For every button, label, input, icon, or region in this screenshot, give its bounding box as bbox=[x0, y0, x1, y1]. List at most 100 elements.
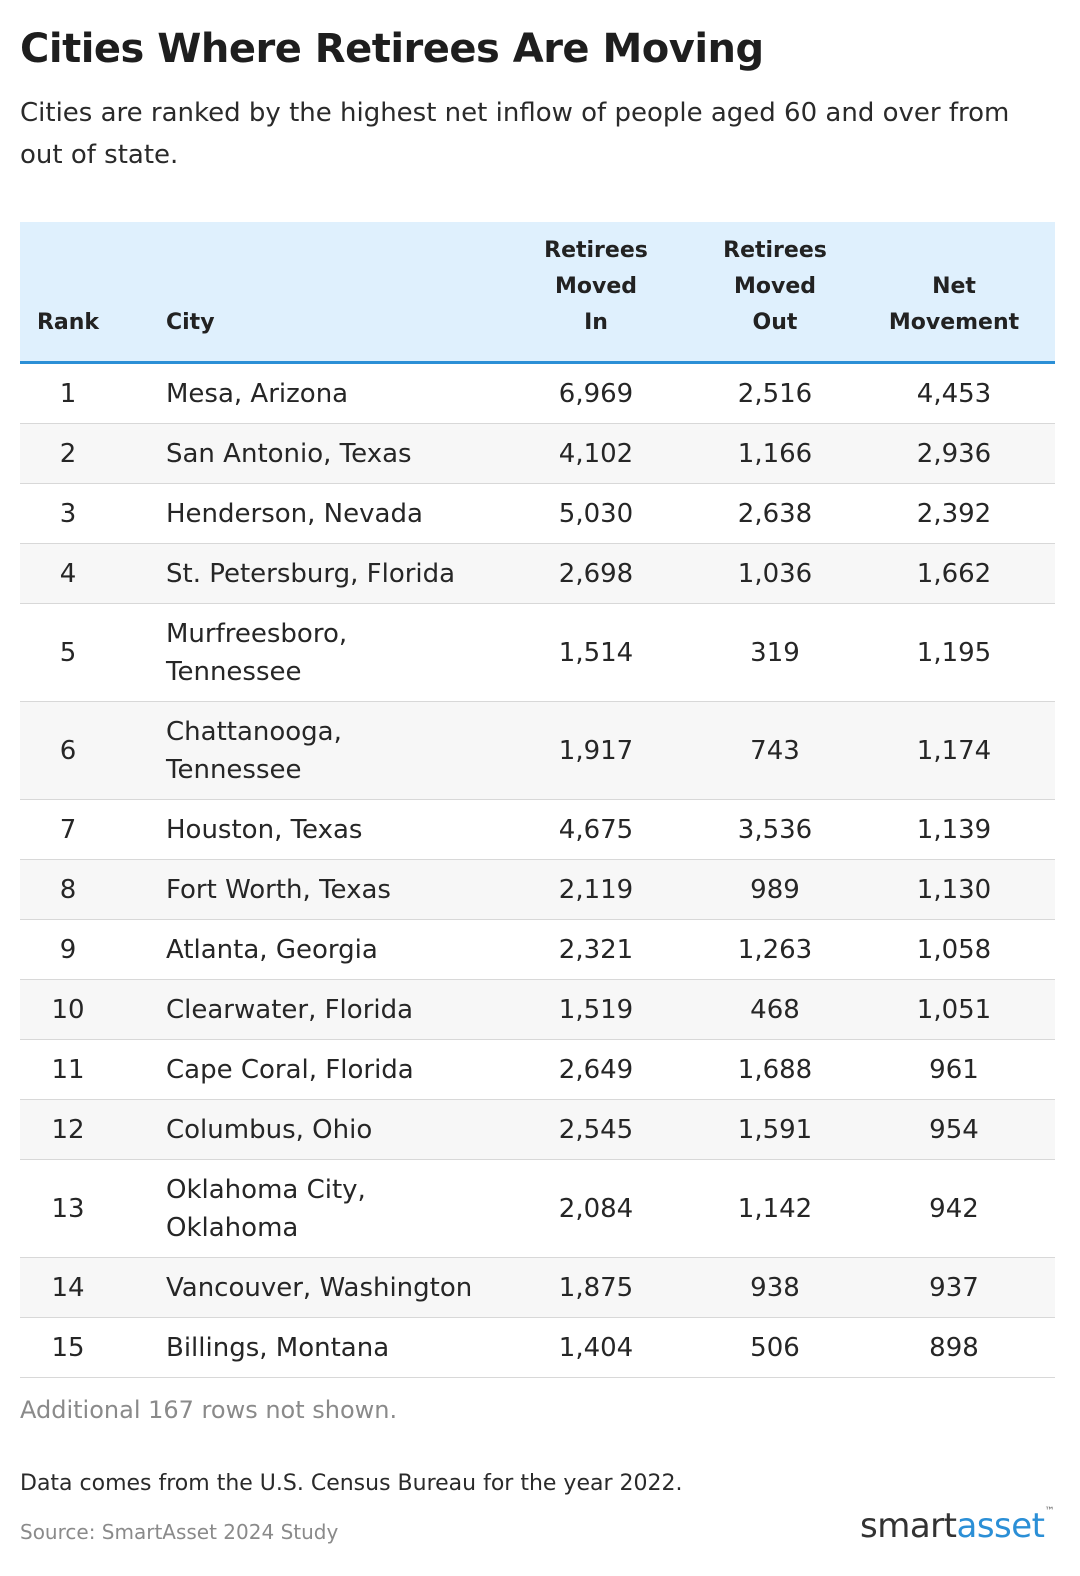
column-header-line: Retirees bbox=[544, 238, 648, 263]
cell-moved-out: 743 bbox=[750, 735, 800, 766]
cell-city: Chattanooga, Tennessee bbox=[116, 713, 536, 789]
cell-net: 1,195 bbox=[916, 637, 992, 668]
city-line: Clearwater, Florida bbox=[166, 994, 414, 1025]
city-line: St. Petersburg, Florida bbox=[166, 558, 456, 589]
cell-rank: 1 bbox=[59, 378, 77, 409]
cell-net: 2,392 bbox=[916, 498, 992, 529]
cell-rank: 2 bbox=[59, 438, 77, 469]
column-header-line: In bbox=[584, 310, 608, 335]
city-line: Cape Coral, Florida bbox=[166, 1054, 414, 1085]
logo-trademark: ™ bbox=[1044, 1506, 1055, 1517]
cell-moved-out: 2,638 bbox=[737, 498, 813, 529]
cell-city: Mesa, Arizona bbox=[116, 375, 536, 413]
cell-rank: 7 bbox=[59, 814, 77, 845]
cell-moved-out: 1,036 bbox=[737, 558, 813, 589]
city-line: Tennessee bbox=[166, 754, 302, 785]
cell-moved-in: 2,119 bbox=[558, 874, 634, 905]
cell-net: 1,139 bbox=[916, 814, 992, 845]
column-header-rank: Rank bbox=[20, 305, 116, 341]
table-row: 8 Fort Worth, Texas 2,119 989 1,130 bbox=[20, 860, 1055, 920]
table-row: 6 Chattanooga, Tennessee 1,917 743 1,174 bbox=[20, 702, 1055, 800]
cell-net: 4,453 bbox=[916, 378, 992, 409]
city-line: Henderson, Nevada bbox=[166, 498, 423, 529]
cell-net: 1,662 bbox=[916, 558, 992, 589]
cell-city: San Antonio, Texas bbox=[116, 435, 536, 473]
cell-city: Vancouver, Washington bbox=[116, 1269, 536, 1307]
city-line: Columbus, Ohio bbox=[166, 1114, 373, 1145]
cell-moved-in: 4,675 bbox=[558, 814, 634, 845]
cell-net: 942 bbox=[929, 1193, 979, 1224]
cell-moved-in: 1,917 bbox=[558, 735, 634, 766]
cell-rank: 6 bbox=[59, 735, 77, 766]
cell-rank: 9 bbox=[59, 934, 77, 965]
table-row: 3 Henderson, Nevada 5,030 2,638 2,392 bbox=[20, 484, 1055, 544]
chart-subtitle: Cities are ranked by the highest net inf… bbox=[20, 98, 1010, 170]
cell-city: Henderson, Nevada bbox=[116, 495, 536, 533]
city-line: Houston, Texas bbox=[166, 814, 363, 845]
cell-city: St. Petersburg, Florida bbox=[116, 555, 536, 593]
cell-rank: 3 bbox=[59, 498, 77, 529]
column-header-line: City bbox=[166, 310, 215, 335]
city-line: Fort Worth, Texas bbox=[166, 874, 391, 905]
table-row: 5 Murfreesboro, Tennessee 1,514 319 1,195 bbox=[20, 604, 1055, 702]
city-line: San Antonio, Texas bbox=[166, 438, 412, 469]
table-body: 1 Mesa, Arizona 6,969 2,516 4,453 2 San Antoni… bbox=[20, 364, 1055, 1378]
cell-moved-in: 6,969 bbox=[558, 378, 634, 409]
cell-moved-out: 1,591 bbox=[737, 1114, 813, 1145]
table-row: 15 Billings, Montana 1,404 506 898 bbox=[20, 1318, 1055, 1378]
cell-city: Cape Coral, Florida bbox=[116, 1051, 536, 1089]
city-line: Billings, Montana bbox=[166, 1332, 390, 1363]
cell-net: 937 bbox=[929, 1272, 979, 1303]
cell-city: Fort Worth, Texas bbox=[116, 871, 536, 909]
cell-moved-out: 3,536 bbox=[737, 814, 813, 845]
column-header-line: Net bbox=[932, 274, 976, 299]
column-header-moved-in: Retirees Moved In bbox=[536, 233, 656, 341]
cell-moved-in: 2,649 bbox=[558, 1054, 634, 1085]
table-row: 10 Clearwater, Florida 1,519 468 1,051 bbox=[20, 980, 1055, 1040]
city-line: Vancouver, Washington bbox=[166, 1272, 473, 1303]
cell-rank: 14 bbox=[51, 1272, 85, 1303]
cell-city: Atlanta, Georgia bbox=[116, 931, 536, 969]
cell-net: 1,051 bbox=[916, 994, 992, 1025]
cell-moved-out: 2,516 bbox=[737, 378, 813, 409]
smartasset-logo: smartasset™ bbox=[860, 1506, 1054, 1546]
cell-moved-in: 1,514 bbox=[558, 637, 634, 668]
cell-moved-in: 4,102 bbox=[558, 438, 634, 469]
cell-moved-out: 506 bbox=[750, 1332, 800, 1363]
cell-moved-in: 1,519 bbox=[558, 994, 634, 1025]
cell-moved-out: 468 bbox=[750, 994, 800, 1025]
table-row: 7 Houston, Texas 4,675 3,536 1,139 bbox=[20, 800, 1055, 860]
table-row: 4 St. Petersburg, Florida 2,698 1,036 1,662 bbox=[20, 544, 1055, 604]
table-row: 11 Cape Coral, Florida 2,649 1,688 961 bbox=[20, 1040, 1055, 1100]
city-line: Oklahoma City, bbox=[166, 1174, 366, 1205]
cell-net: 1,058 bbox=[916, 934, 992, 965]
cell-moved-out: 319 bbox=[750, 637, 800, 668]
table-row: 1 Mesa, Arizona 6,969 2,516 4,453 bbox=[20, 364, 1055, 424]
cell-moved-in: 2,698 bbox=[558, 558, 634, 589]
chart-title: Cities Where Retirees Are Moving bbox=[20, 26, 764, 72]
column-header-city: City bbox=[116, 305, 536, 341]
city-line: Mesa, Arizona bbox=[166, 378, 349, 409]
cell-rank: 15 bbox=[51, 1332, 85, 1363]
cell-moved-in: 5,030 bbox=[558, 498, 634, 529]
column-header-line: Out bbox=[752, 310, 798, 335]
cell-moved-in: 2,321 bbox=[558, 934, 634, 965]
cell-moved-out: 1,142 bbox=[737, 1193, 813, 1224]
cell-rank: 5 bbox=[59, 637, 77, 668]
column-header-line: Retirees bbox=[723, 238, 827, 263]
column-header-line: Moved bbox=[733, 274, 817, 299]
city-line: Chattanooga, bbox=[166, 716, 342, 747]
cell-rank: 4 bbox=[59, 558, 77, 589]
cell-net: 954 bbox=[929, 1114, 979, 1145]
cell-rank: 12 bbox=[51, 1114, 85, 1145]
cell-moved-out: 1,688 bbox=[737, 1054, 813, 1085]
cell-moved-out: 1,263 bbox=[737, 934, 813, 965]
cell-rank: 10 bbox=[51, 994, 85, 1025]
source-note: Source: SmartAsset 2024 Study bbox=[20, 1520, 339, 1544]
city-line: Oklahoma bbox=[166, 1212, 299, 1243]
column-header-line: Rank bbox=[36, 310, 100, 335]
table-header: Rank City Retirees Moved In Retirees Moved Out N… bbox=[20, 222, 1055, 364]
rows-not-shown-note: Additional 167 rows not shown. bbox=[20, 1396, 398, 1424]
cell-moved-in: 1,875 bbox=[558, 1272, 634, 1303]
data-table: Rank City Retirees Moved In Retirees Moved Out N… bbox=[20, 222, 1055, 1378]
